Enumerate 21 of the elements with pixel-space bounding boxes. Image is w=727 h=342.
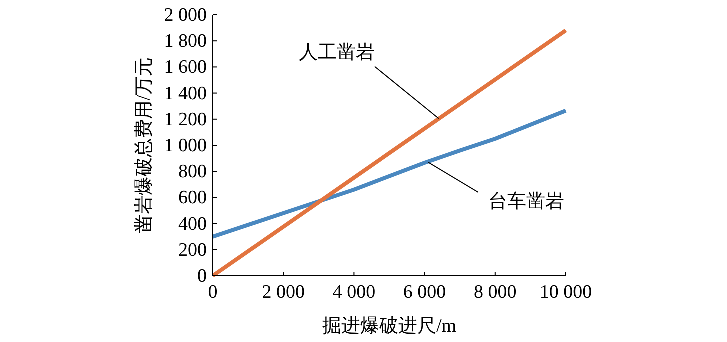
annotation: 台车凿岩	[488, 191, 564, 212]
y-tick-label: 1 800	[164, 31, 207, 52]
x-tick-label: 8 000	[474, 282, 517, 303]
x-tick-label: 6 000	[403, 282, 446, 303]
annotation: 人工凿岩	[298, 42, 375, 64]
y-tick-label: 1 600	[164, 57, 207, 78]
y-tick-label: 1 000	[164, 136, 207, 156]
y-tick-label: 1 400	[164, 83, 207, 104]
x-tick-label: 10 000	[540, 282, 592, 303]
y-tick-label: 600	[178, 188, 207, 209]
x-axis-title: 掘进爆破进尺/m	[322, 316, 457, 337]
y-tick-label: 400	[178, 214, 207, 235]
y-axis-title: 凿岩爆破总费用/万元	[134, 57, 155, 234]
y-tick-label: 200	[178, 240, 207, 261]
y-tick-label: 800	[178, 162, 207, 183]
x-tick-label: 4 000	[332, 282, 376, 303]
line-series	[211, 108, 568, 239]
y-tick-label: 2 000	[164, 5, 207, 26]
y-tick-label: 1 200	[164, 109, 207, 130]
y-tick-label: 0	[198, 266, 207, 287]
x-tick-label: 2 000	[262, 282, 305, 303]
